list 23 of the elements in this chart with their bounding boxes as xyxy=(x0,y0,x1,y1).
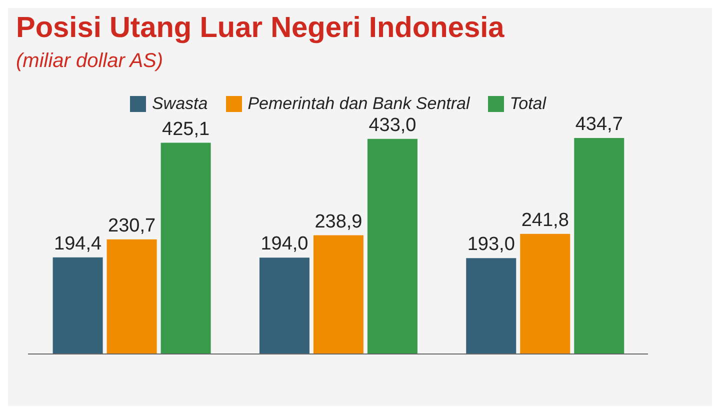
data-label: 434,7 xyxy=(575,114,623,135)
legend-label: Swasta xyxy=(150,94,208,114)
bar xyxy=(259,258,310,354)
data-label: 194,4 xyxy=(54,233,102,254)
bar xyxy=(160,142,211,354)
bar xyxy=(313,235,364,354)
legend-label: Total xyxy=(508,94,546,114)
data-label: 433,0 xyxy=(368,114,416,136)
bar xyxy=(367,138,418,354)
data-label: 241,8 xyxy=(521,210,569,231)
bar xyxy=(52,257,103,354)
chart-title: Posisi Utang Luar Negeri Indonesia xyxy=(16,12,504,45)
bar xyxy=(520,234,570,354)
legend-label: Pemerintah dan Bank Sentral xyxy=(246,94,470,114)
chart-subtitle: (miliar dollar AS) xyxy=(16,50,164,73)
data-label: 425,1 xyxy=(162,118,210,140)
data-label: 230,7 xyxy=(108,215,156,236)
data-label: 238,9 xyxy=(314,211,362,232)
bar xyxy=(106,239,157,354)
data-label: 193,0 xyxy=(467,234,515,256)
bar xyxy=(466,258,516,354)
data-label: 194,0 xyxy=(260,234,308,255)
bar xyxy=(574,138,624,354)
